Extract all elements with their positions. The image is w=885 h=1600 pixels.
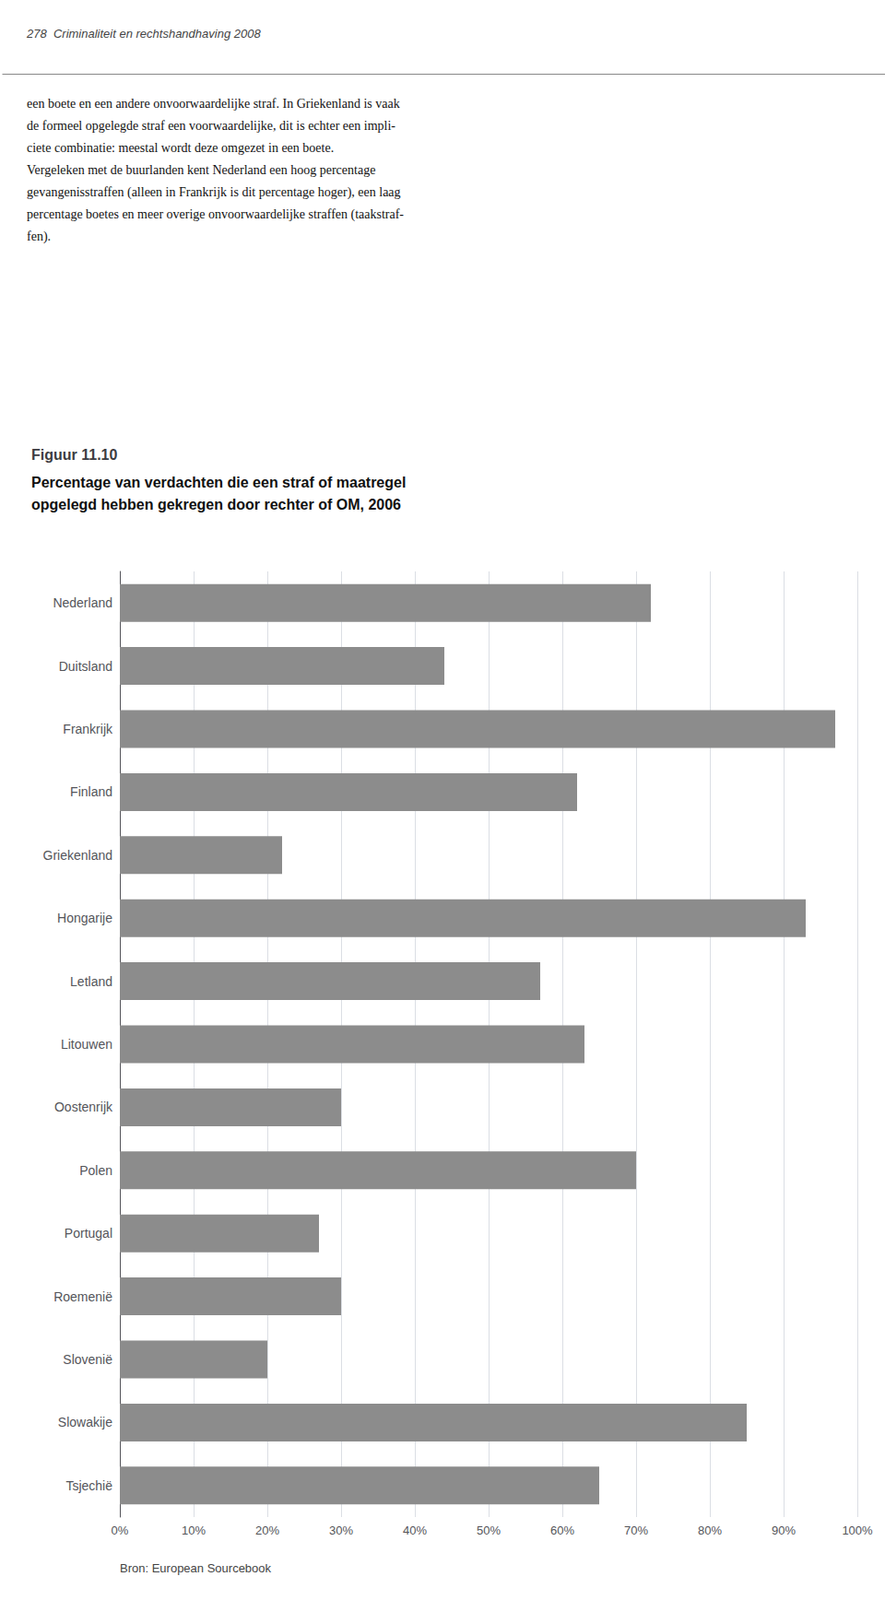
svg-text:10%: 10% [181, 1523, 206, 1538]
svg-text:50%: 50% [476, 1523, 501, 1538]
svg-text:fen).: fen). [26, 229, 51, 245]
svg-text:percentage boetes en meer over: percentage boetes en meer overige onvoor… [26, 207, 404, 223]
svg-text:278 Criminaliteit en rechtsha: 278 Criminaliteit en rechtshandhaving 20… [25, 26, 261, 41]
svg-text:Portugal: Portugal [64, 1226, 113, 1241]
svg-text:Bron: European Sourcebook: Bron: European Sourcebook [119, 1561, 272, 1576]
svg-text:Griekenland: Griekenland [43, 848, 114, 863]
svg-text:Vergeleken met de buurlanden k: Vergeleken met de buurlanden kent Nederl… [26, 163, 376, 177]
svg-text:Litouwen: Litouwen [60, 1037, 113, 1052]
svg-text:70%: 70% [624, 1523, 649, 1538]
svg-text:Tsjechië: Tsjechië [65, 1478, 113, 1494]
svg-text:30%: 30% [329, 1523, 354, 1538]
svg-text:Frankrijk: Frankrijk [62, 721, 114, 737]
svg-text:Finland: Finland [70, 784, 113, 800]
svg-text:100%: 100% [841, 1523, 874, 1538]
svg-text:Slowakije: Slowakije [58, 1415, 113, 1430]
svg-text:opgelegd hebben gekregen door: opgelegd hebben gekregen door rechter of… [31, 496, 402, 513]
svg-text:de formeel opgelegde straf een: de formeel opgelegde straf een voorwaard… [26, 118, 396, 133]
svg-text:80%: 80% [697, 1523, 722, 1538]
svg-text:60%: 60% [550, 1523, 575, 1538]
svg-text:een boete en een andere onvoor: een boete en een andere onvoorwaardelijk… [26, 96, 401, 111]
svg-text:gevangenisstraffen (alleen in: gevangenisstraffen (alleen in Frankrijk … [26, 185, 402, 201]
svg-text:90%: 90% [771, 1523, 796, 1538]
svg-text:ciete combinatie: meestal word: ciete combinatie: meestal wordt deze omg… [26, 141, 334, 155]
svg-text:Hongarije: Hongarije [57, 910, 113, 926]
svg-text:Nederland: Nederland [52, 595, 113, 611]
svg-text:20%: 20% [255, 1523, 280, 1538]
svg-text:Figuur 11.10: Figuur 11.10 [31, 447, 118, 463]
svg-text:Slovenië: Slovenië [62, 1352, 113, 1368]
svg-text:Letland: Letland [70, 974, 113, 990]
svg-text:Roemenië: Roemenië [53, 1289, 113, 1305]
svg-text:Percentage van verdachten die: Percentage van verdachten die een straf … [31, 474, 406, 491]
svg-text:0%: 0% [111, 1523, 130, 1538]
svg-text:Oostenrijk: Oostenrijk [54, 1099, 114, 1115]
svg-text:Duitsland: Duitsland [59, 659, 113, 674]
svg-text:40%: 40% [402, 1523, 427, 1538]
svg-text:Polen: Polen [79, 1163, 113, 1179]
